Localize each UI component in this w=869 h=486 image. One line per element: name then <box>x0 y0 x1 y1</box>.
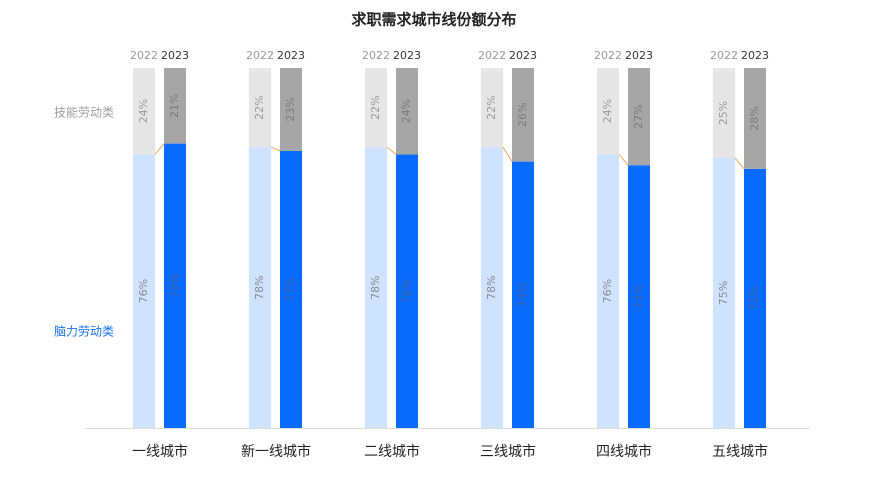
value-label: 24% <box>601 99 614 123</box>
bar-segment <box>396 154 418 428</box>
bar-segment <box>481 147 503 428</box>
bar-segment <box>365 147 387 428</box>
value-label: 78% <box>253 275 266 299</box>
value-label: 28% <box>748 106 761 130</box>
bar-segment <box>628 68 650 166</box>
bar-segment <box>249 68 271 148</box>
bar-segment <box>512 68 534 162</box>
bar-segment <box>133 154 155 428</box>
bar-segment <box>597 68 619 155</box>
bar-segment <box>249 147 271 428</box>
connector <box>154 143 165 155</box>
year-label: 2023 <box>625 49 653 62</box>
value-label: 24% <box>400 99 413 123</box>
series-label: 技能劳动类 <box>54 106 114 120</box>
value-label: 23% <box>284 97 297 121</box>
x-tick-label: 五线城市 <box>712 443 768 460</box>
year-label: 2023 <box>277 49 305 62</box>
year-label: 2022 <box>246 49 274 62</box>
x-tick-label: 新一线城市 <box>241 443 311 460</box>
series-label: 脑力劳动类 <box>54 325 114 339</box>
value-label: 22% <box>369 95 382 119</box>
value-label: 22% <box>253 95 266 119</box>
year-label: 2022 <box>362 49 390 62</box>
value-label: 24% <box>137 99 150 123</box>
value-label: 77% <box>284 277 297 301</box>
value-label: 76% <box>137 279 150 303</box>
year-label: 2022 <box>130 49 158 62</box>
value-label: 76% <box>601 279 614 303</box>
bar-segment <box>280 68 302 151</box>
connector <box>270 146 281 152</box>
bar-segment <box>628 165 650 428</box>
value-label: 75% <box>717 281 730 305</box>
x-tick-label: 四线城市 <box>596 443 652 460</box>
value-label: 21% <box>168 94 181 118</box>
bar-segment <box>396 68 418 155</box>
connector <box>502 146 513 162</box>
bar-segment <box>164 68 186 144</box>
year-label: 2023 <box>741 49 769 62</box>
value-label: 78% <box>369 275 382 299</box>
bar-segment <box>133 68 155 155</box>
x-tick-label: 三线城市 <box>480 443 536 460</box>
bar-segment <box>365 68 387 148</box>
x-tick-label: 二线城市 <box>364 443 420 460</box>
year-label: 2022 <box>594 49 622 62</box>
value-label: 78% <box>485 275 498 299</box>
value-label: 72% <box>748 286 761 310</box>
connector <box>734 157 745 170</box>
value-label: 26% <box>516 103 529 127</box>
bar-segment <box>164 143 186 428</box>
bar-segment <box>481 68 503 148</box>
x-tick-label: 一线城市 <box>132 443 188 460</box>
value-label: 27% <box>632 104 645 128</box>
bar-segment <box>597 154 619 428</box>
chart-title: 求职需求城市线份额分布 <box>351 11 516 29</box>
year-label: 2023 <box>509 49 537 62</box>
value-label: 22% <box>485 95 498 119</box>
value-label: 73% <box>632 284 645 308</box>
bar-segment <box>744 68 766 169</box>
value-label: 74% <box>516 283 529 307</box>
connector <box>386 146 397 155</box>
value-label: 76% <box>400 279 413 303</box>
bar-segment <box>512 161 534 428</box>
year-label: 2023 <box>161 49 189 62</box>
bar-segment <box>280 150 302 429</box>
year-label: 2022 <box>710 49 738 62</box>
value-label: 25% <box>717 101 730 125</box>
year-label: 2022 <box>478 49 506 62</box>
bar-segment <box>744 168 766 429</box>
bar-segment <box>713 158 735 428</box>
value-label: 79% <box>168 274 181 298</box>
connector <box>618 154 629 166</box>
year-label: 2023 <box>393 49 421 62</box>
bar-segment <box>713 68 735 158</box>
